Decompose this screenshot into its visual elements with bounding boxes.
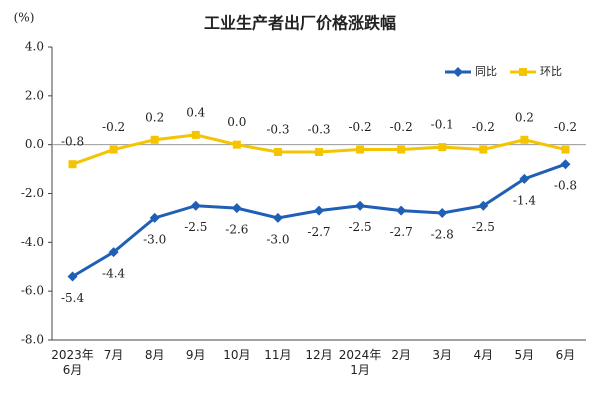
y-tick-label: 4.0 (25, 40, 44, 54)
marker (355, 200, 366, 211)
value-label: -2.7 (307, 225, 330, 239)
marker (520, 135, 529, 144)
y-tick-label: -4.0 (21, 235, 44, 249)
marker (437, 208, 448, 219)
value-label: -3.0 (266, 232, 289, 246)
y-tick-label: 0.0 (25, 137, 44, 151)
y-tick-label: -2.0 (21, 186, 44, 200)
marker (231, 203, 242, 214)
marker (68, 160, 77, 169)
marker (150, 135, 159, 144)
marker (314, 205, 324, 216)
marker (109, 145, 118, 154)
marker (560, 159, 571, 170)
marker (561, 145, 570, 154)
marker (272, 212, 283, 223)
value-label: -4.4 (102, 267, 126, 281)
x-tick-label: 10月 (223, 348, 251, 362)
marker (438, 143, 447, 152)
x-tick-label: 2023年 6月 (51, 348, 94, 377)
marker (273, 147, 282, 156)
value-label: 0.4 (186, 105, 205, 119)
x-tick-label: 6月 (555, 348, 576, 362)
value-label: -0.2 (472, 120, 495, 134)
value-label: -0.3 (266, 122, 289, 136)
x-tick-label: 2月 (391, 348, 411, 362)
legend-label: 同比 (475, 65, 497, 78)
x-tick-label: 7月 (103, 348, 124, 362)
marker (315, 147, 323, 156)
marker (479, 145, 488, 154)
value-label: -2.5 (472, 220, 495, 234)
marker (396, 205, 407, 216)
x-tick-label: 3月 (432, 348, 453, 362)
value-label: -0.2 (554, 120, 577, 134)
marker (149, 212, 160, 223)
value-label: -0.3 (307, 122, 330, 136)
value-label: 0.2 (145, 110, 164, 124)
value-label: -2.5 (349, 220, 372, 234)
value-label: -2.8 (431, 228, 454, 242)
y-tick-label: -6.0 (21, 284, 44, 298)
value-label: -0.1 (431, 118, 454, 132)
y-unit: (%) (14, 11, 35, 25)
value-label: -0.2 (390, 120, 413, 134)
value-label: -1.4 (513, 193, 537, 207)
x-tick-label: 11月 (264, 348, 292, 362)
value-label: -0.2 (349, 120, 372, 134)
marker (191, 130, 200, 139)
x-tick-label: 12月 (305, 348, 333, 362)
value-label: -2.7 (390, 225, 413, 239)
marker (519, 173, 530, 184)
x-tick-label: 5月 (514, 348, 535, 362)
value-label: -0.2 (102, 120, 125, 134)
y-tick-label: 2.0 (25, 88, 44, 102)
marker (67, 271, 78, 282)
marker (453, 67, 463, 77)
marker (519, 68, 527, 76)
x-tick-label: 4月 (473, 348, 494, 362)
marker (232, 140, 241, 149)
marker (478, 200, 489, 211)
value-label: -5.4 (61, 291, 85, 305)
x-tick-label: 2024年 1月 (338, 348, 382, 377)
value-label: -2.6 (225, 223, 248, 237)
value-label: -2.5 (184, 220, 207, 234)
y-tick-label: -8.0 (21, 333, 44, 347)
value-label: -0.8 (61, 135, 84, 149)
marker (356, 145, 365, 154)
value-label: -3.0 (143, 232, 166, 246)
marker (397, 145, 406, 154)
value-label: 0.0 (227, 115, 246, 129)
x-tick-label: 8月 (144, 348, 165, 362)
x-tick-label: 9月 (185, 348, 206, 362)
marker (108, 247, 119, 258)
chart-title: 工业生产者出厂价格涨跌幅 (204, 14, 396, 33)
value-label: -0.8 (554, 179, 577, 193)
value-label: 0.2 (515, 110, 534, 124)
marker (190, 200, 201, 211)
legend-label: 环比 (540, 65, 562, 78)
